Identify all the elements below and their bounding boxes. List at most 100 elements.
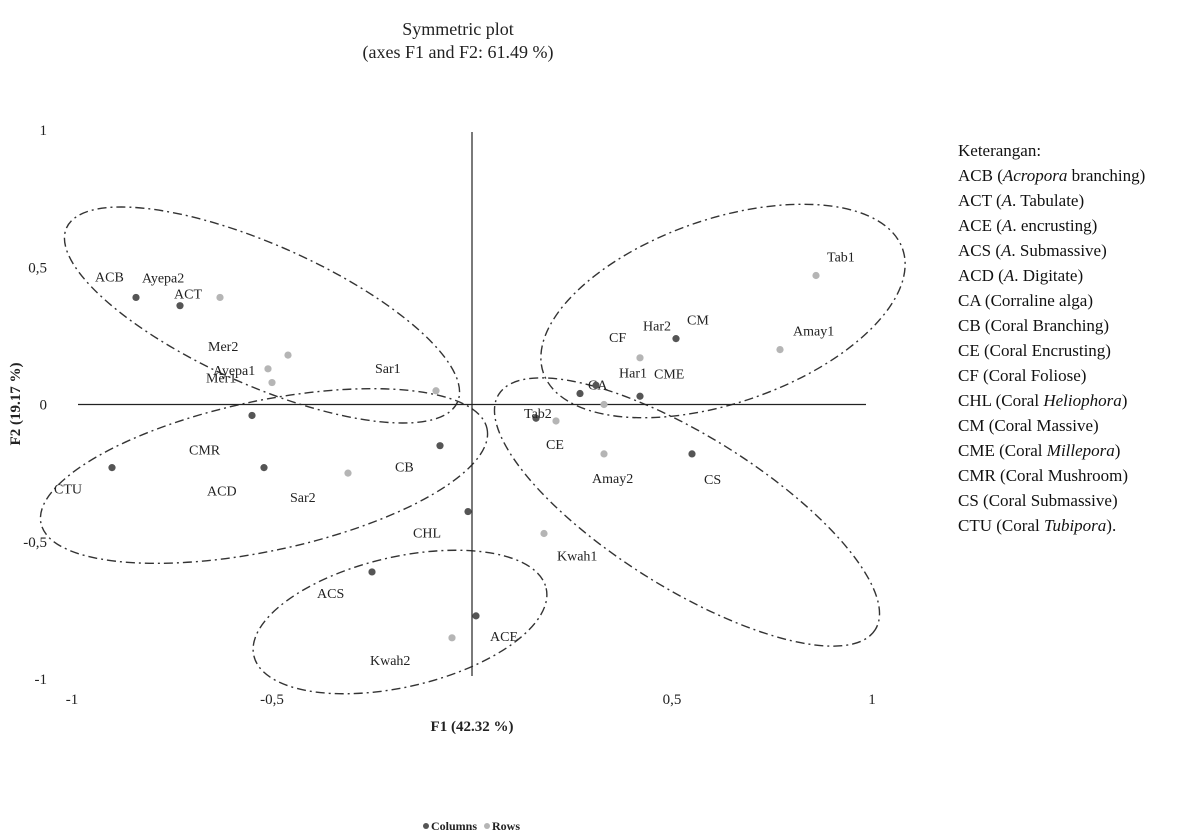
- columns-point-cs: [688, 450, 696, 458]
- point-label-mer1: Mer1: [206, 372, 236, 387]
- keterangan-item: CME (Coral Millepora): [958, 441, 1121, 460]
- y-tick-label: 1: [40, 123, 48, 139]
- y-tick-label: -0,5: [23, 535, 47, 551]
- point-label-tab2: Tab2: [524, 407, 552, 422]
- columns-point-acs: [368, 568, 376, 576]
- rows-point-ayepa1: [264, 365, 272, 373]
- point-label-cmr: CMR: [189, 443, 221, 458]
- rows-point-sar1: [432, 387, 440, 395]
- legend-marker-rows: [484, 823, 490, 829]
- point-label-act: ACT: [174, 288, 202, 303]
- keterangan-legend: Keterangan: ACB (Acropora branching) ACT …: [958, 138, 1145, 538]
- legend-marker-columns: [423, 823, 429, 829]
- columns-point-har1: [592, 381, 600, 389]
- rows-point-kwah2: [448, 634, 456, 642]
- legend: Columns Rows: [423, 819, 520, 832]
- legend-label-rows: Rows: [492, 819, 520, 832]
- point-label-ace: ACE: [490, 630, 518, 645]
- columns-point-acb: [132, 293, 140, 302]
- point-label-har2: Har2: [643, 320, 671, 335]
- legend-label-columns: Columns: [431, 819, 477, 832]
- rows-point-mer2: [284, 351, 292, 359]
- keterangan-item: CF (Coral Foliose): [958, 366, 1087, 385]
- point-label-cs: CS: [704, 473, 721, 488]
- rows-point-amay2: [600, 450, 608, 458]
- keterangan-item: CB (Coral Branching): [958, 316, 1110, 335]
- point-label-kwah1: Kwah1: [557, 550, 597, 565]
- columns-point-ca: [576, 389, 584, 398]
- point-label-har1: Har1: [619, 366, 647, 381]
- y-tick-label: 0,5: [28, 260, 47, 276]
- rows-point-amay1: [776, 346, 784, 354]
- keterangan-item: CHL (Coral Heliophora): [958, 391, 1128, 410]
- y-axis-label: F2 (19.17 %): [8, 363, 24, 446]
- x-tick-label: -0,5: [260, 692, 284, 708]
- rows-point-har2: [600, 400, 608, 409]
- columns-point-ctu: [108, 464, 116, 472]
- data-points: ACBACTCMRCTUACDCBCHLACSACECAHar1CMECMCEC…: [54, 250, 855, 668]
- point-label-ayepa1: Ayepa1: [213, 364, 255, 379]
- point-label-sar1: Sar1: [375, 362, 401, 377]
- point-label-mer2: Mer2: [208, 340, 238, 355]
- keterangan-item: CA (Corraline alga): [958, 291, 1094, 310]
- point-label-cm: CM: [687, 314, 709, 329]
- rows-point-cf: [636, 354, 644, 362]
- x-tick-label: 0,5: [663, 692, 682, 708]
- point-label-chl: CHL: [413, 527, 441, 542]
- rows-point-sar2: [344, 469, 352, 477]
- keterangan-title: Keterangan:: [958, 141, 1042, 160]
- keterangan-item: CMR (Coral Mushroom): [958, 466, 1128, 485]
- x-tick-label: -1: [66, 692, 79, 708]
- y-tick-labels: 1 0,5 0 -0,5 -1: [23, 123, 47, 688]
- axes: [78, 132, 866, 676]
- columns-point-chl: [464, 507, 472, 516]
- point-label-acd: ACD: [207, 485, 237, 500]
- point-label-ayepa2: Ayepa2: [142, 271, 184, 286]
- x-tick-labels: -1 -0,5 0,5 1: [66, 692, 876, 708]
- columns-point-cme: [636, 392, 644, 400]
- keterangan-item: ACB (Acropora branching): [958, 166, 1146, 185]
- rows-point-kwah1: [540, 529, 548, 538]
- keterangan-item: CTU (Coral Tubipora).: [958, 516, 1117, 535]
- cluster-ellipses: [39, 203, 906, 695]
- y-tick-label: 0: [40, 398, 48, 414]
- columns-point-acd: [260, 464, 268, 472]
- columns-point-act: [176, 302, 184, 310]
- keterangan-item: CS (Coral Submassive): [958, 491, 1118, 510]
- cluster-ellipse-left: [39, 387, 489, 565]
- cluster-ellipse-bottom-right: [493, 377, 881, 647]
- y-tick-label: -1: [35, 672, 48, 688]
- x-tick-label: 1: [868, 692, 876, 708]
- keterangan-item: CE (Coral Encrusting): [958, 341, 1111, 360]
- keterangan-items: ACB (Acropora branching) ACT (A. Tabulate…: [958, 163, 1145, 538]
- rows-point-mer1: [268, 378, 276, 387]
- point-label-amay2: Amay2: [592, 472, 633, 487]
- rows-point-tab1: [812, 271, 820, 280]
- point-label-kwah2: Kwah2: [370, 654, 410, 669]
- columns-point-ce: [532, 414, 540, 422]
- point-label-ce: CE: [546, 438, 564, 453]
- point-label-ctu: CTU: [54, 483, 82, 498]
- keterangan-item: ACD (A. Digitate): [958, 266, 1084, 285]
- columns-point-ace: [472, 612, 480, 620]
- point-label-cf: CF: [609, 331, 626, 346]
- point-label-cme: CME: [654, 367, 684, 382]
- rows-point-tab2: [552, 417, 560, 425]
- columns-point-cmr: [248, 411, 256, 420]
- keterangan-item: ACS (A. Submassive): [958, 241, 1107, 260]
- chart-title: Symmetric plot: [402, 19, 514, 39]
- chart-subtitle: (axes F1 and F2: 61.49 %): [363, 42, 554, 63]
- point-label-cb: CB: [395, 461, 414, 476]
- columns-point-cm: [672, 335, 680, 343]
- keterangan-item: ACE (A. encrusting): [958, 216, 1098, 235]
- point-label-acs: ACS: [317, 587, 344, 602]
- point-label-acb: ACB: [95, 270, 124, 285]
- keterangan-item: ACT (A. Tabulate): [958, 191, 1085, 210]
- point-label-amay1: Amay1: [793, 325, 834, 340]
- cluster-ellipse-bottom: [252, 549, 548, 695]
- point-label-sar2: Sar2: [290, 491, 316, 506]
- columns-point-cb: [436, 442, 444, 450]
- rows-point-ayepa2: [216, 293, 224, 302]
- x-axis-label: F1 (42.32 %): [431, 719, 514, 735]
